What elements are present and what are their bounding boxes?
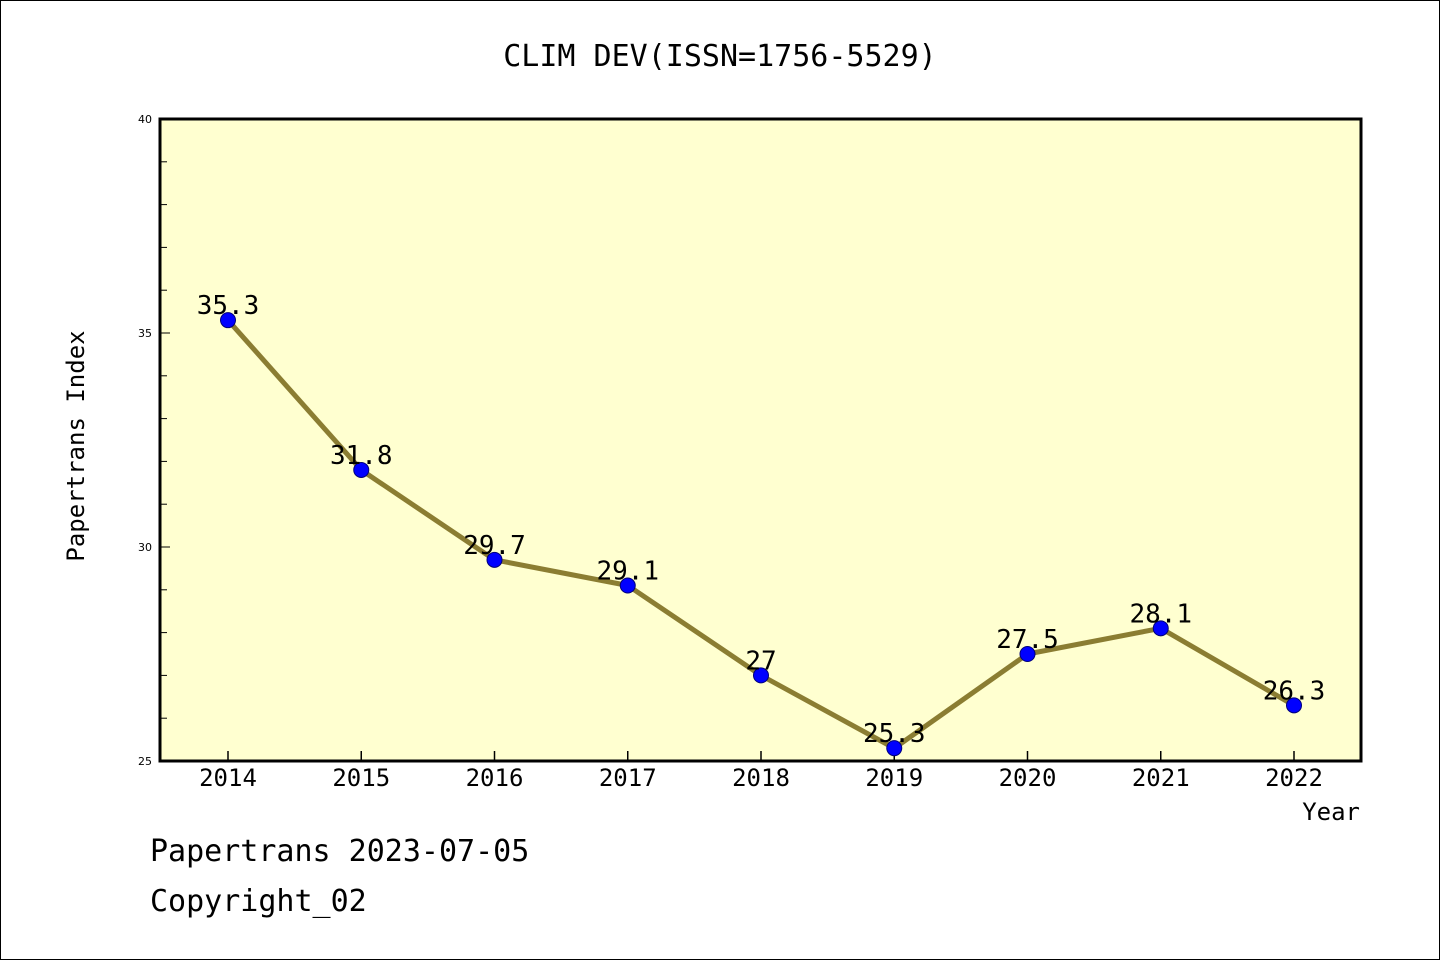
footer-copyright: Copyright_02 [150, 884, 367, 919]
x-tick-label: 2020 [999, 764, 1057, 792]
x-tick-label: 2016 [466, 764, 524, 792]
data-label: 29.7 [463, 531, 526, 561]
data-point [1152, 620, 1169, 637]
x-tick-label: 2015 [332, 764, 390, 792]
y-tick-label: 35 [138, 327, 152, 340]
data-point [619, 577, 636, 594]
x-axis-label: Year [1302, 798, 1360, 826]
footer-date: Papertrans 2023-07-05 [150, 834, 530, 869]
data-point [753, 667, 769, 684]
data-point [886, 740, 903, 757]
y-tick-label: 40 [138, 113, 152, 126]
data-labels: 35.3 31.8 29.7 29.1 27 25.3 27.5 28.1 26.3 [197, 291, 1326, 749]
data-point [486, 551, 503, 568]
data-label: 28.1 [1129, 599, 1192, 629]
data-point [1286, 697, 1302, 714]
x-tick-label: 2017 [599, 764, 657, 792]
x-tick-label: 2014 [199, 764, 257, 792]
data-label: 29.1 [596, 557, 659, 587]
data-points [220, 312, 1302, 757]
data-point [353, 461, 370, 478]
data-label: 31.8 [330, 441, 393, 471]
y-axis-label: Papertrans Index [62, 330, 90, 561]
data-label: 27 [745, 646, 776, 676]
plot-border [158, 117, 1363, 763]
data-label: 26.3 [1263, 676, 1326, 706]
x-tick-label: 2021 [1132, 764, 1190, 792]
plot-area [160, 119, 1361, 761]
data-point [220, 312, 236, 329]
x-axis: 2014 2015 2016 2017 2018 2019 2020 2021 2022 [199, 751, 1323, 792]
x-tick-label: 2022 [1265, 764, 1323, 792]
y-tick-label: 30 [138, 541, 152, 554]
data-label: 35.3 [197, 291, 260, 321]
data-point [1019, 646, 1036, 662]
x-tick-label: 2019 [865, 764, 923, 792]
chart-title: CLIM DEV(ISSN=1756-5529) [503, 39, 936, 74]
y-tick-label: 25 [138, 755, 152, 768]
data-label: 27.5 [996, 625, 1059, 655]
data-label: 25.3 [863, 719, 926, 749]
x-tick-label: 2018 [732, 764, 790, 792]
